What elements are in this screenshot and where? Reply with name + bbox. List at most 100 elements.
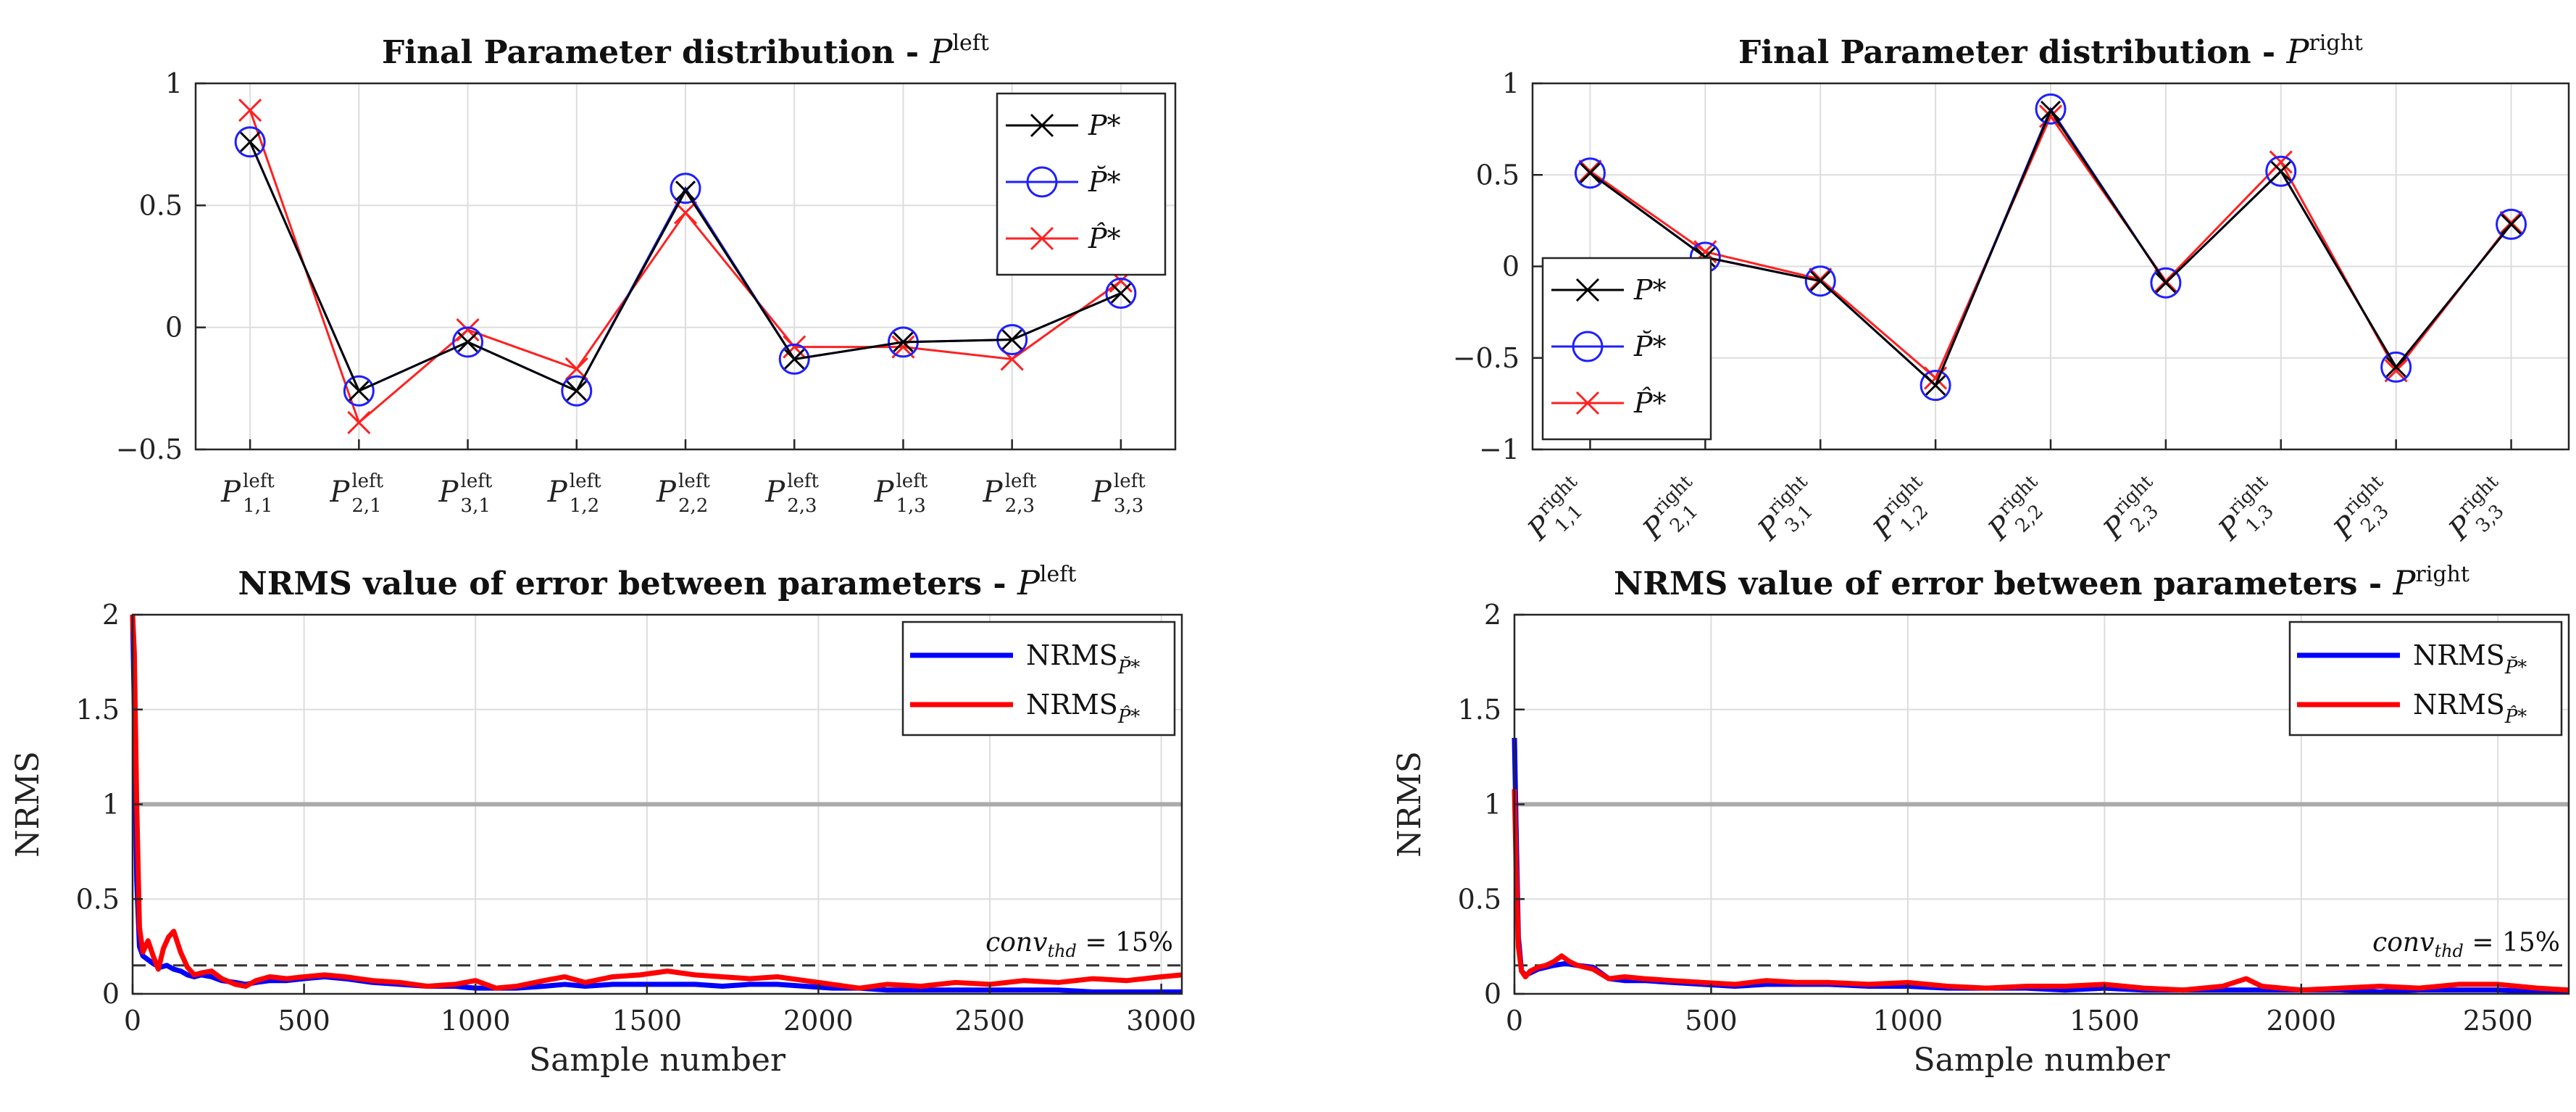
y-tick-label: 0	[165, 312, 183, 344]
p_check-point	[1574, 157, 1606, 189]
nrms-right-chart: 0 0.5 1 1.5 2 0 500 1000 1500 2000 2500 Sample numb…	[1391, 599, 2570, 1079]
category-subscript: 1,1	[243, 495, 272, 517]
nrms_hat-line	[1512, 789, 2569, 993]
category-symbol: P	[2212, 509, 2250, 547]
y-tick-label: 1	[165, 67, 183, 99]
y-tick-label: 0.5	[1458, 883, 1501, 915]
legend-box	[1541, 257, 1712, 441]
category-symbol: P	[2097, 509, 2135, 547]
y-tick-label: 0.5	[139, 189, 183, 221]
p_hat-point	[238, 98, 262, 123]
x-tick-label: 3000	[1126, 1005, 1196, 1037]
category-superscript: left	[461, 470, 493, 492]
p_star-point	[2155, 273, 2176, 294]
p_check-point	[2150, 267, 2182, 299]
legend-marker-p_hat	[1575, 391, 1600, 415]
category-symbol: P	[1521, 509, 1559, 547]
y-tick-label: 2	[1484, 599, 1501, 631]
x-tick-label: 500	[278, 1005, 330, 1037]
p_hat-point	[456, 318, 480, 342]
threshold-annotation: convthd = 15%	[2372, 928, 2560, 961]
category-symbol: P	[329, 476, 350, 509]
category-symbol: P	[220, 476, 241, 509]
x-axis-label: Sample number	[529, 1042, 786, 1079]
x-tick-label: 2000	[783, 1005, 854, 1037]
legend-box	[996, 92, 1167, 276]
p_star-point	[675, 181, 696, 202]
x-tick-label: 1000	[1873, 1005, 1943, 1037]
legend-label-p_star: P*	[1633, 274, 1667, 306]
x-tick-label: 0	[124, 1005, 141, 1037]
p_check-point	[2035, 93, 2067, 125]
x-tick-label: 1500	[612, 1005, 682, 1037]
y-tick-label: 2	[102, 599, 120, 631]
p_check-point	[343, 375, 375, 407]
y-axis-label: NRMS	[1391, 751, 1428, 858]
category-superscript: left	[896, 470, 928, 492]
y-tick-label: 1	[1502, 67, 1520, 99]
category-symbol: P	[1982, 509, 2020, 547]
p_hat-point	[2499, 210, 2523, 234]
p_star-point	[349, 381, 370, 402]
y-tick-label: 0	[1502, 251, 1520, 283]
p_check-point	[2496, 208, 2527, 240]
p_star-point	[1001, 329, 1022, 350]
category-subscript: 2,3	[787, 495, 817, 517]
p_hat-point	[673, 201, 698, 225]
category-superscript: left	[351, 470, 383, 492]
p_check-point	[1920, 370, 1951, 402]
x-tick-label: 1000	[441, 1005, 511, 1037]
p_check-point	[778, 343, 810, 375]
p_star-point	[1925, 375, 1946, 396]
legend-label-nrms_check: NRMSP̆*	[2413, 639, 2527, 679]
category-symbol: P	[656, 476, 677, 509]
category-symbol: P	[1636, 509, 1675, 547]
legend-marker-p_star	[1575, 278, 1600, 302]
category-symbol: P	[983, 476, 1004, 509]
category-symbol: P	[1867, 509, 1905, 547]
category-symbol: P	[2327, 509, 2365, 547]
legend: P* P̆* P̂*	[996, 92, 1167, 276]
legend-marker-p_check	[1026, 166, 1058, 198]
y-tick-label: 1	[1484, 789, 1501, 821]
p_check-point	[670, 173, 701, 204]
p_star-point	[2040, 100, 2062, 121]
p_star-point	[893, 331, 914, 352]
category-superscript: left	[243, 470, 275, 492]
y-tick-label: 1.5	[1458, 694, 1501, 726]
p_check-point	[2380, 351, 2412, 383]
legend-marker-p_hat	[1030, 226, 1054, 251]
legend-label-p_star: P*	[1088, 109, 1121, 141]
p_star-point	[2270, 161, 2291, 182]
y-tick-label: 0.5	[1476, 159, 1520, 191]
p_check-point	[234, 126, 266, 158]
chart-title: Final Parameter distribution - Pright	[1738, 30, 2363, 71]
p_star-point	[1810, 270, 1831, 291]
category-subscript: 1,3	[896, 495, 925, 517]
category-subscript: 2,2	[678, 495, 708, 517]
category-subscript: 3,1	[461, 495, 491, 517]
p_check-point	[1804, 265, 1836, 297]
y-tick-label: 1.5	[76, 694, 120, 726]
category-symbol: P	[1751, 509, 1790, 547]
category-subscript: 1,2	[570, 495, 599, 517]
y-tick-label: 0.5	[76, 883, 120, 915]
category-symbol: P	[873, 476, 894, 509]
p_star-point	[457, 331, 478, 352]
p_star-point	[784, 349, 805, 370]
p_hat-point	[2269, 150, 2293, 174]
category-subscript: 2,1	[351, 495, 381, 517]
x-tick-label: 0	[1506, 1005, 1523, 1037]
